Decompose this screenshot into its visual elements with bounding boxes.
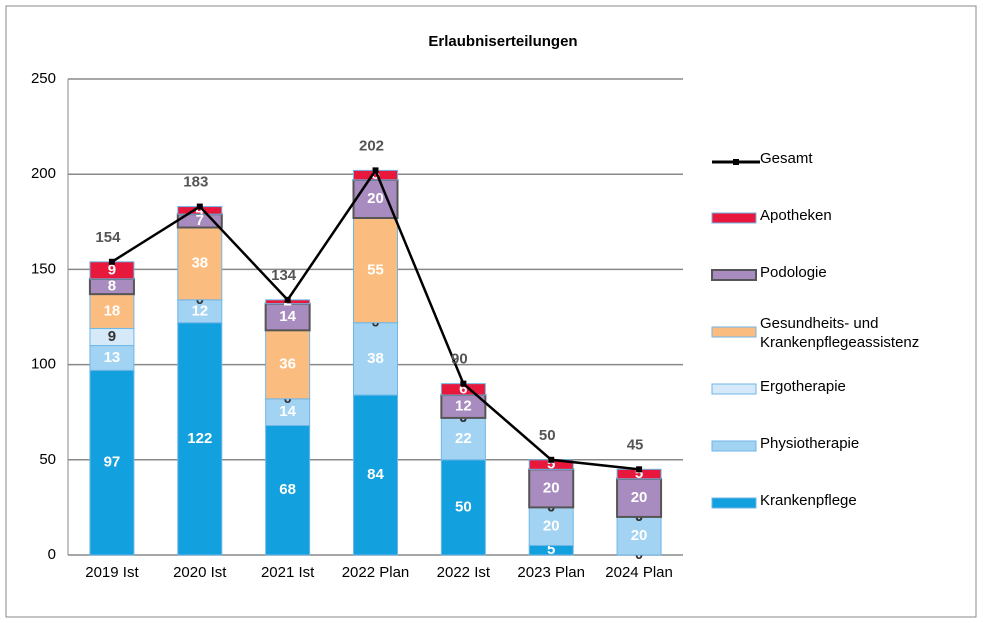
data-label: 20	[631, 489, 648, 506]
legend-label: Gesundheits- und Krankenpflegeassistenz	[760, 315, 919, 351]
data-label: 5	[635, 465, 643, 482]
data-label: 50	[455, 498, 472, 515]
bar-segment	[353, 217, 398, 324]
data-label: 97	[104, 454, 121, 471]
total-marker	[460, 380, 467, 387]
bar-segment	[89, 345, 135, 371]
legend-swatch	[711, 212, 757, 224]
total-label: 50	[539, 427, 556, 444]
bar-segment	[353, 322, 398, 396]
x-tick-label: 2022 Plan	[342, 564, 410, 581]
total-label: 45	[627, 436, 644, 453]
legend-swatch	[711, 269, 757, 281]
chart-border	[5, 5, 977, 618]
x-tick-label: 2020 Ist	[173, 564, 227, 581]
data-label: 12	[455, 397, 472, 414]
data-label: 14	[279, 403, 296, 420]
bar-segment	[177, 322, 223, 556]
data-label: 20	[631, 527, 648, 544]
data-label: 38	[191, 255, 208, 272]
data-label: 38	[367, 350, 384, 367]
data-label: 20	[543, 517, 560, 534]
data-label: 9	[108, 261, 116, 278]
data-label: 8	[108, 278, 116, 295]
bar-segment	[265, 425, 311, 556]
x-tick-label: 2022 Ist	[437, 564, 491, 581]
legend-swatch	[711, 440, 757, 452]
total-marker	[108, 258, 115, 265]
legend-label: Krankenpflege	[760, 492, 857, 509]
legend-swatch	[711, 497, 757, 509]
data-label: 84	[367, 466, 384, 483]
data-label: 12	[191, 302, 208, 319]
data-label: 122	[187, 430, 212, 447]
bar-segment	[177, 227, 223, 301]
data-label: 4	[196, 201, 205, 218]
legend-marker	[733, 159, 739, 165]
y-tick-label: 150	[31, 260, 56, 277]
chart-title: Erlaubniserteilungen	[428, 33, 577, 50]
total-marker	[372, 167, 379, 174]
x-tick-label: 2023 Plan	[517, 564, 585, 581]
legend-swatch	[711, 326, 757, 338]
data-label: 5	[547, 456, 555, 473]
bar-segment	[440, 459, 486, 556]
x-tick-label: 2024 Plan	[605, 564, 673, 581]
data-label: 18	[104, 302, 121, 319]
y-tick-label: 250	[31, 70, 56, 87]
y-tick-label: 200	[31, 165, 56, 182]
y-tick-label: 100	[31, 356, 56, 373]
total-label: 154	[95, 229, 121, 246]
bar-segment	[89, 369, 135, 556]
legend-label: Gesamt	[760, 150, 813, 167]
legend-label: Ergotherapie	[760, 378, 846, 395]
legend-label: Physiotherapie	[760, 435, 859, 452]
total-marker	[196, 203, 203, 210]
legend-label: Podologie	[760, 264, 827, 281]
bar-segment	[265, 329, 311, 400]
data-label: 55	[367, 261, 384, 278]
data-label: 9	[108, 328, 116, 345]
legend-swatch	[711, 383, 757, 395]
total-marker	[284, 296, 291, 303]
bar-segment	[616, 516, 662, 556]
data-label: 7	[196, 212, 204, 229]
bar-segment	[89, 293, 135, 329]
bar-segment	[353, 394, 398, 556]
data-label: 5	[547, 541, 555, 558]
data-label: 5	[371, 166, 379, 183]
legend-label: Apotheken	[760, 207, 832, 224]
data-label: 36	[279, 356, 296, 373]
y-tick-label: 50	[39, 451, 56, 468]
data-label: 68	[279, 481, 296, 498]
data-label: 13	[104, 349, 121, 366]
x-tick-label: 2019 Ist	[85, 564, 139, 581]
bar-segment	[440, 417, 486, 461]
total-marker	[548, 456, 555, 463]
total-marker	[636, 466, 643, 473]
data-label: 6	[459, 380, 467, 397]
total-label: 183	[183, 174, 208, 191]
bar-segment	[616, 477, 663, 518]
data-label: 14	[279, 308, 296, 325]
y-tick-label: 0	[48, 546, 56, 563]
x-tick-label: 2021 Ist	[261, 564, 315, 581]
total-label: 90	[451, 351, 468, 368]
data-label: 20	[367, 190, 384, 207]
total-label: 134	[271, 267, 297, 284]
total-label: 202	[359, 137, 384, 154]
bar-segment	[528, 506, 574, 546]
data-label: 22	[455, 430, 472, 447]
data-label: 20	[543, 479, 560, 496]
